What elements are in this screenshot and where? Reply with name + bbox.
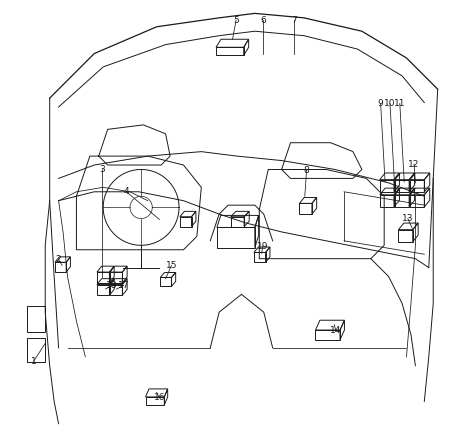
Text: 9: 9 — [378, 99, 383, 108]
Bar — [27, 338, 45, 362]
Text: 12: 12 — [409, 160, 420, 169]
Text: 18: 18 — [106, 281, 118, 290]
Text: 1: 1 — [31, 357, 36, 366]
Text: 10: 10 — [384, 99, 396, 108]
Text: 19: 19 — [257, 242, 269, 251]
Text: 6: 6 — [260, 16, 266, 25]
Text: 7: 7 — [291, 16, 297, 25]
Text: 3: 3 — [100, 165, 105, 174]
Text: 13: 13 — [402, 214, 414, 223]
Text: 8: 8 — [304, 166, 310, 175]
Text: 5: 5 — [233, 16, 239, 25]
Text: 4: 4 — [124, 187, 129, 196]
Text: 17: 17 — [118, 281, 129, 290]
Text: 15: 15 — [166, 261, 177, 270]
Bar — [27, 306, 45, 332]
Text: 16: 16 — [154, 393, 165, 402]
Text: 2: 2 — [56, 255, 62, 264]
Text: 14: 14 — [330, 326, 342, 335]
Text: 11: 11 — [394, 99, 406, 108]
